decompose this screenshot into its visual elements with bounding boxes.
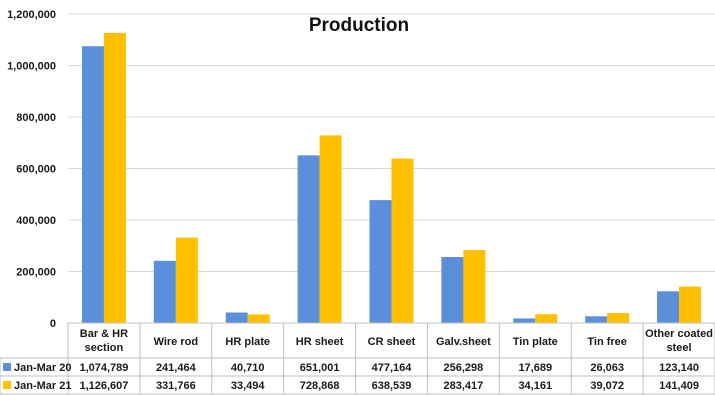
bar-2	[175, 237, 198, 323]
category-label: Bar & HR	[80, 328, 128, 340]
table-value: 17,689	[518, 362, 552, 374]
table-value: 39,072	[590, 380, 624, 392]
chart-title: Production	[309, 15, 409, 36]
table-value: 728,868	[300, 380, 340, 392]
bar-1	[513, 318, 536, 323]
table-value: 26,063	[590, 362, 624, 374]
y-tick-label: 0	[50, 318, 56, 330]
y-tick-label: 200,000	[16, 267, 56, 279]
category-label: CR sheet	[368, 336, 416, 348]
table-value: 34,161	[518, 380, 552, 392]
category-label: Tin plate	[513, 336, 558, 348]
y-axis: 0 200,000 400,000 600,000 800,000 1,000,000 1,…	[7, 9, 56, 330]
bar-1	[297, 155, 320, 323]
bar-2	[391, 158, 414, 323]
category-label: Other coated	[645, 328, 713, 340]
y-tick-label: 1,200,000	[7, 9, 56, 21]
table-value: 331,766	[156, 380, 196, 392]
category-label: HR plate	[225, 336, 270, 348]
bar-1	[369, 200, 392, 323]
bars	[81, 32, 702, 324]
category-label: Wire rod	[154, 336, 199, 348]
category-label: Tin free	[587, 336, 627, 348]
bar-2	[463, 250, 486, 323]
legend-label: Jan-Mar 21	[14, 380, 71, 392]
bar-2	[607, 312, 630, 323]
data-table: Bar & HR section Wire rod HR plate HR sheet C…	[0, 322, 715, 395]
table-value: 638,539	[372, 380, 412, 392]
table-value: 1,074,789	[79, 362, 128, 374]
table-value: 1,126,607	[79, 380, 128, 392]
legend-label: Jan-Mar 20	[14, 362, 71, 374]
y-tick-label: 400,000	[16, 215, 56, 227]
y-tick-label: 1,000,000	[7, 61, 56, 73]
category-label: steel	[667, 342, 692, 354]
category-label: Galv.sheet	[436, 336, 491, 348]
bar-2	[679, 286, 702, 323]
table-value: 123,140	[659, 362, 699, 374]
legend-key	[3, 363, 11, 371]
bar-1	[441, 257, 464, 323]
bar-2	[319, 135, 342, 323]
bar-2	[535, 314, 558, 323]
table-value: 40,710	[231, 362, 265, 374]
table-value: 33,494	[231, 380, 266, 392]
bar-1	[153, 260, 176, 323]
bar-2	[247, 314, 270, 323]
bar-1	[585, 316, 608, 323]
table-value: 477,164	[372, 362, 413, 374]
y-tick-label: 600,000	[16, 164, 56, 176]
y-tick-label: 800,000	[16, 112, 56, 124]
table-value: 651,001	[300, 362, 340, 374]
category-label: section	[85, 342, 124, 354]
bar-1	[81, 46, 104, 324]
category-label: HR sheet	[296, 336, 344, 348]
bar-1	[657, 291, 680, 323]
table-value: 283,417	[444, 380, 484, 392]
table-value: 141,409	[659, 380, 699, 392]
bar-2	[103, 32, 126, 324]
table-value: 241,464	[156, 362, 197, 374]
legend-key	[3, 381, 11, 389]
table-value: 256,298	[444, 362, 484, 374]
bar-1	[225, 312, 248, 323]
